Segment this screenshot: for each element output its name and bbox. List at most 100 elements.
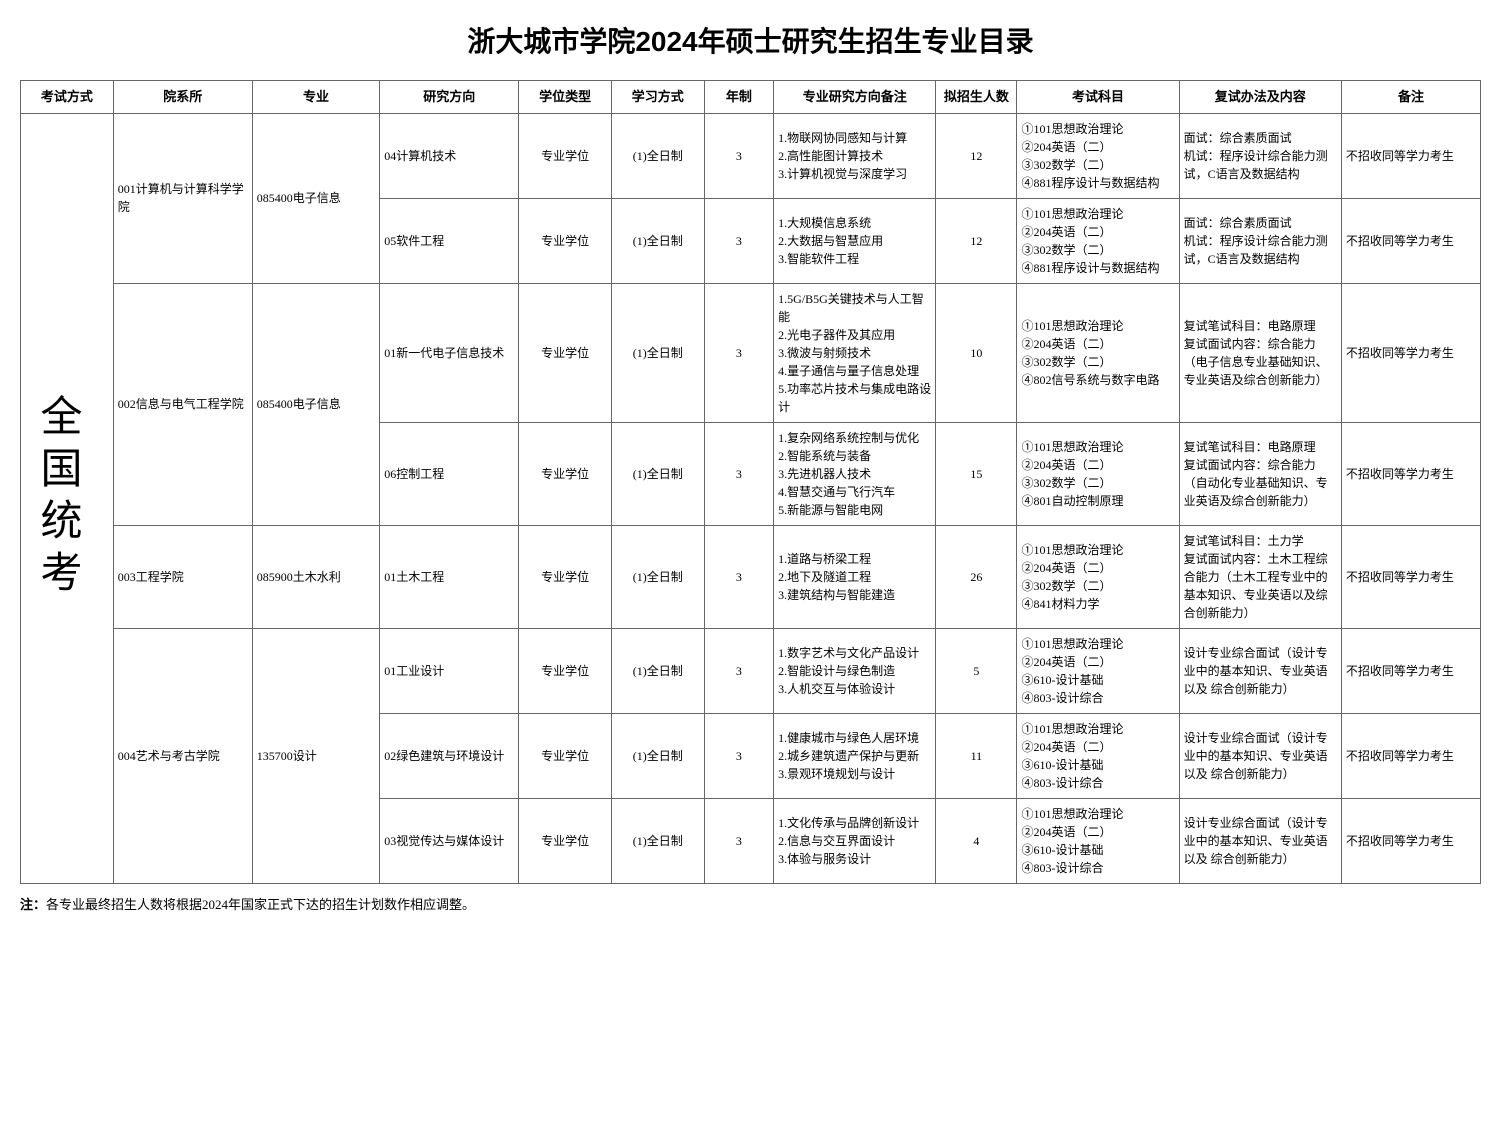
years-cell: 3 [704, 713, 774, 798]
study-mode-cell: (1)全日制 [611, 283, 704, 422]
footnote-text: 各专业最终招生人数将根据2024年国家正式下达的招生计划数作相应调整。 [46, 897, 475, 912]
quota-cell: 12 [936, 113, 1017, 198]
table-header-row: 考试方式 院系所 专业 研究方向 学位类型 学习方式 年制 专业研究方向备注 拟… [21, 81, 1481, 114]
interview-cell: 设计专业综合面试（设计专业中的基本知识、专业英语以及 综合创新能力） [1179, 713, 1341, 798]
interview-cell: 面试：综合素质面试机试：程序设计综合能力测试，C语言及数据结构 [1179, 113, 1341, 198]
major-cell: 135700设计 [252, 628, 379, 883]
notes-cell: 1.5G/B5G关键技术与人工智能2.光电子器件及其应用3.微波与射频技术4.量… [774, 283, 936, 422]
dept-cell: 003工程学院 [113, 525, 252, 628]
page-title: 浙大城市学院2024年硕士研究生招生专业目录 [20, 20, 1481, 60]
table-row: 002信息与电气工程学院 085400电子信息 01新一代电子信息技术 专业学位… [21, 283, 1481, 422]
table-row: 004艺术与考古学院 135700设计 01工业设计 专业学位 (1)全日制 3… [21, 628, 1481, 713]
interview-cell: 面试：综合素质面试机试：程序设计综合能力测试，C语言及数据结构 [1179, 198, 1341, 283]
table-row: 003工程学院 085900土木水利 01土木工程 专业学位 (1)全日制 3 … [21, 525, 1481, 628]
degree-type-cell: 专业学位 [519, 798, 612, 883]
degree-type-cell: 专业学位 [519, 198, 612, 283]
exam-method-cell: 全国统考 [21, 113, 114, 883]
direction-cell: 01工业设计 [380, 628, 519, 713]
direction-cell: 01土木工程 [380, 525, 519, 628]
dept-cell: 001计算机与计算科学学院 [113, 113, 252, 283]
header-major: 专业 [252, 81, 379, 114]
study-mode-cell: (1)全日制 [611, 525, 704, 628]
years-cell: 3 [704, 525, 774, 628]
direction-cell: 01新一代电子信息技术 [380, 283, 519, 422]
interview-cell: 复试笔试科目：电路原理复试面试内容：综合能力（自动化专业基础知识、专业英语及综合… [1179, 422, 1341, 525]
direction-cell: 04计算机技术 [380, 113, 519, 198]
header-exam-method: 考试方式 [21, 81, 114, 114]
study-mode-cell: (1)全日制 [611, 422, 704, 525]
notes-cell: 1.复杂网络系统控制与优化2.智能系统与装备3.先进机器人技术4.智慧交通与飞行… [774, 422, 936, 525]
interview-cell: 设计专业综合面试（设计专业中的基本知识、专业英语以及 综合创新能力） [1179, 798, 1341, 883]
subjects-cell: ①101思想政治理论②204英语（二）③302数学（二）④802信号系统与数字电… [1017, 283, 1179, 422]
header-notes: 专业研究方向备注 [774, 81, 936, 114]
years-cell: 3 [704, 113, 774, 198]
footnote-label: 注： [20, 897, 46, 912]
header-study-mode: 学习方式 [611, 81, 704, 114]
degree-type-cell: 专业学位 [519, 628, 612, 713]
quota-cell: 5 [936, 628, 1017, 713]
header-direction: 研究方向 [380, 81, 519, 114]
quota-cell: 11 [936, 713, 1017, 798]
header-dept: 院系所 [113, 81, 252, 114]
years-cell: 3 [704, 798, 774, 883]
direction-cell: 02绿色建筑与环境设计 [380, 713, 519, 798]
remark-cell: 不招收同等学力考生 [1341, 198, 1480, 283]
study-mode-cell: (1)全日制 [611, 798, 704, 883]
header-years: 年制 [704, 81, 774, 114]
dept-cell: 002信息与电气工程学院 [113, 283, 252, 525]
degree-type-cell: 专业学位 [519, 422, 612, 525]
subjects-cell: ①101思想政治理论②204英语（二）③302数学（二）④881程序设计与数据结… [1017, 198, 1179, 283]
interview-cell: 设计专业综合面试（设计专业中的基本知识、专业英语以及 综合创新能力） [1179, 628, 1341, 713]
subjects-cell: ①101思想政治理论②204英语（二）③610-设计基础④803-设计综合 [1017, 628, 1179, 713]
subjects-cell: ①101思想政治理论②204英语（二）③610-设计基础④803-设计综合 [1017, 798, 1179, 883]
notes-cell: 1.文化传承与品牌创新设计2.信息与交互界面设计3.体验与服务设计 [774, 798, 936, 883]
notes-cell: 1.物联网协同感知与计算2.高性能图计算技术3.计算机视觉与深度学习 [774, 113, 936, 198]
degree-type-cell: 专业学位 [519, 113, 612, 198]
subjects-cell: ①101思想政治理论②204英语（二）③302数学（二）④881程序设计与数据结… [1017, 113, 1179, 198]
degree-type-cell: 专业学位 [519, 713, 612, 798]
remark-cell: 不招收同等学力考生 [1341, 422, 1480, 525]
notes-cell: 1.大规模信息系统2.大数据与智慧应用3.智能软件工程 [774, 198, 936, 283]
direction-cell: 06控制工程 [380, 422, 519, 525]
catalog-table: 考试方式 院系所 专业 研究方向 学位类型 学习方式 年制 专业研究方向备注 拟… [20, 80, 1481, 884]
quota-cell: 10 [936, 283, 1017, 422]
header-degree-type: 学位类型 [519, 81, 612, 114]
header-interview: 复试办法及内容 [1179, 81, 1341, 114]
study-mode-cell: (1)全日制 [611, 628, 704, 713]
dept-cell: 004艺术与考古学院 [113, 628, 252, 883]
notes-cell: 1.道路与桥梁工程2.地下及隧道工程3.建筑结构与智能建造 [774, 525, 936, 628]
remark-cell: 不招收同等学力考生 [1341, 113, 1480, 198]
subjects-cell: ①101思想政治理论②204英语（二）③610-设计基础④803-设计综合 [1017, 713, 1179, 798]
major-cell: 085400电子信息 [252, 283, 379, 525]
notes-cell: 1.数字艺术与文化产品设计2.智能设计与绿色制造3.人机交互与体验设计 [774, 628, 936, 713]
direction-cell: 03视觉传达与媒体设计 [380, 798, 519, 883]
remark-cell: 不招收同等学力考生 [1341, 283, 1480, 422]
study-mode-cell: (1)全日制 [611, 198, 704, 283]
years-cell: 3 [704, 283, 774, 422]
subjects-cell: ①101思想政治理论②204英语（二）③302数学（二）④801自动控制原理 [1017, 422, 1179, 525]
subjects-cell: ①101思想政治理论②204英语（二）③302数学（二）④841材料力学 [1017, 525, 1179, 628]
years-cell: 3 [704, 422, 774, 525]
header-quota: 拟招生人数 [936, 81, 1017, 114]
interview-cell: 复试笔试科目：电路原理复试面试内容：综合能力（电子信息专业基础知识、专业英语及综… [1179, 283, 1341, 422]
remark-cell: 不招收同等学力考生 [1341, 628, 1480, 713]
years-cell: 3 [704, 198, 774, 283]
direction-cell: 05软件工程 [380, 198, 519, 283]
quota-cell: 15 [936, 422, 1017, 525]
major-cell: 085400电子信息 [252, 113, 379, 283]
quota-cell: 12 [936, 198, 1017, 283]
years-cell: 3 [704, 628, 774, 713]
remark-cell: 不招收同等学力考生 [1341, 525, 1480, 628]
header-subjects: 考试科目 [1017, 81, 1179, 114]
header-remark: 备注 [1341, 81, 1480, 114]
study-mode-cell: (1)全日制 [611, 713, 704, 798]
footnote: 注：各专业最终招生人数将根据2024年国家正式下达的招生计划数作相应调整。 [20, 894, 1481, 913]
major-cell: 085900土木水利 [252, 525, 379, 628]
interview-cell: 复试笔试科目：土力学复试面试内容：土木工程综合能力（土木工程专业中的基本知识、专… [1179, 525, 1341, 628]
quota-cell: 26 [936, 525, 1017, 628]
degree-type-cell: 专业学位 [519, 525, 612, 628]
notes-cell: 1.健康城市与绿色人居环境2.城乡建筑遗产保护与更新3.景观环境规划与设计 [774, 713, 936, 798]
remark-cell: 不招收同等学力考生 [1341, 713, 1480, 798]
exam-method-text: 全国统考 [25, 394, 88, 602]
table-row: 全国统考 001计算机与计算科学学院 085400电子信息 04计算机技术 专业… [21, 113, 1481, 198]
